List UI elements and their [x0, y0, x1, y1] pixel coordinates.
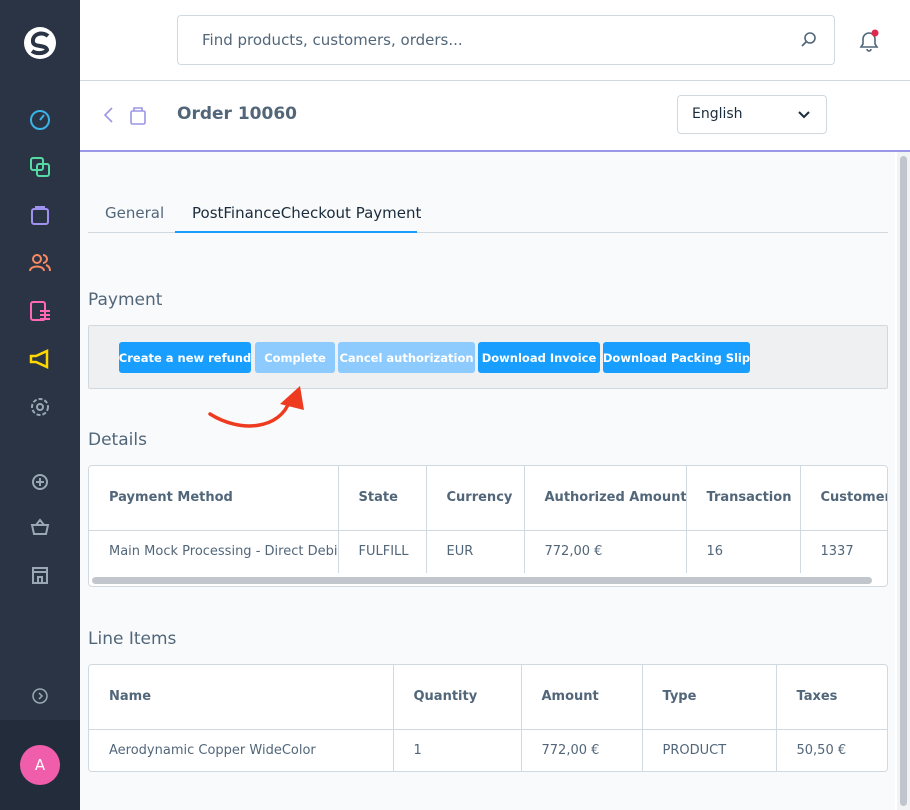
header-row: Name Quantity Amount Type Taxes	[89, 665, 887, 730]
column-header: Authorized Amount	[524, 466, 687, 531]
basket-icon[interactable]	[28, 515, 52, 539]
orders-icon[interactable]	[28, 203, 52, 227]
cell: 772,00 €	[524, 530, 687, 573]
column-header: Name	[89, 665, 394, 730]
cell: 16	[686, 530, 801, 573]
section-title: Line Items	[88, 629, 177, 649]
cell: 1337	[800, 530, 887, 573]
column-header: Currency	[426, 466, 525, 531]
details-table: Payment Method State Currency Authorized Am…	[89, 466, 887, 573]
expand-icon[interactable]	[28, 684, 52, 708]
column-header: Type	[642, 665, 777, 730]
details-grid: Payment Method State Currency Authorized Am…	[88, 465, 888, 587]
scrollbar[interactable]	[897, 152, 910, 810]
dashboard-icon[interactable]	[28, 107, 52, 131]
tab-line	[88, 232, 888, 233]
column-header: Quantity	[393, 665, 522, 730]
button[interactable]: Create a new refund	[119, 342, 251, 373]
column-header: Customer	[800, 466, 887, 531]
column-header: Taxes	[776, 665, 887, 730]
catalog-icon[interactable]	[28, 155, 52, 179]
marketing-icon[interactable]	[28, 347, 52, 371]
notification-bell[interactable]	[856, 28, 882, 54]
tab[interactable]: General	[105, 204, 165, 222]
cell: Main Mock Processing - Direct Debit	[89, 530, 339, 573]
search-icon[interactable]	[800, 31, 818, 49]
button[interactable]: Download Packing Slip	[603, 342, 750, 373]
store-icon[interactable]	[28, 563, 52, 587]
tab-active[interactable]: PostFinanceCheckout Payment	[192, 204, 422, 222]
settings-icon[interactable]	[28, 395, 52, 419]
column-header: Transaction	[686, 466, 801, 531]
tab-indicator	[175, 231, 417, 233]
h-scrollbar[interactable]	[92, 577, 872, 584]
data-row: Main Mock Processing - Direct Debit FULFI…	[89, 530, 887, 573]
line-items-grid: Name Quantity Amount Type Taxes Aerodynamic C…	[88, 664, 888, 772]
language-value: English	[692, 106, 743, 122]
content-icon[interactable]	[28, 299, 52, 323]
cell: 772,00 €	[521, 729, 643, 771]
divider	[80, 80, 910, 81]
avatar[interactable]: A	[20, 745, 60, 785]
header-icons[interactable]	[100, 105, 150, 127]
line-items-table: Name Quantity Amount Type Taxes Aerodynamic C…	[89, 665, 887, 771]
column-header: Payment Method	[89, 466, 339, 531]
cell: Aerodynamic Copper WideColor	[89, 729, 394, 771]
scroll-thumb[interactable]	[900, 156, 907, 806]
button[interactable]: Download Invoice	[478, 342, 600, 373]
sidebar: A	[0, 0, 80, 810]
button-disabled[interactable]: Complete	[255, 342, 335, 373]
language-select[interactable]: English	[677, 95, 827, 134]
page-title: Order 10060	[177, 104, 297, 124]
button-disabled[interactable]: Cancel authorization	[338, 342, 475, 373]
header-border	[80, 150, 910, 152]
add-icon[interactable]	[28, 470, 52, 494]
cell: PRODUCT	[642, 729, 777, 771]
cell: 1	[393, 729, 522, 771]
column-header: Amount	[521, 665, 643, 730]
cell: FULFILL	[338, 530, 427, 573]
header-row: Payment Method State Currency Authorized Am…	[89, 466, 887, 531]
column-header: State	[338, 466, 427, 531]
section-title: Details	[88, 430, 147, 450]
section-title: Payment	[88, 290, 163, 310]
data-row: Aerodynamic Copper WideColor 1 772,00 € PRO…	[89, 729, 887, 771]
chevron	[798, 111, 810, 119]
cell: 50,50 €	[776, 729, 887, 771]
logo[interactable]	[22, 25, 58, 61]
annotation-arrow	[208, 386, 304, 428]
cell: EUR	[426, 530, 525, 573]
search-input[interactable]: Find products, customers, orders...	[177, 15, 835, 65]
customers-icon[interactable]	[28, 251, 52, 275]
